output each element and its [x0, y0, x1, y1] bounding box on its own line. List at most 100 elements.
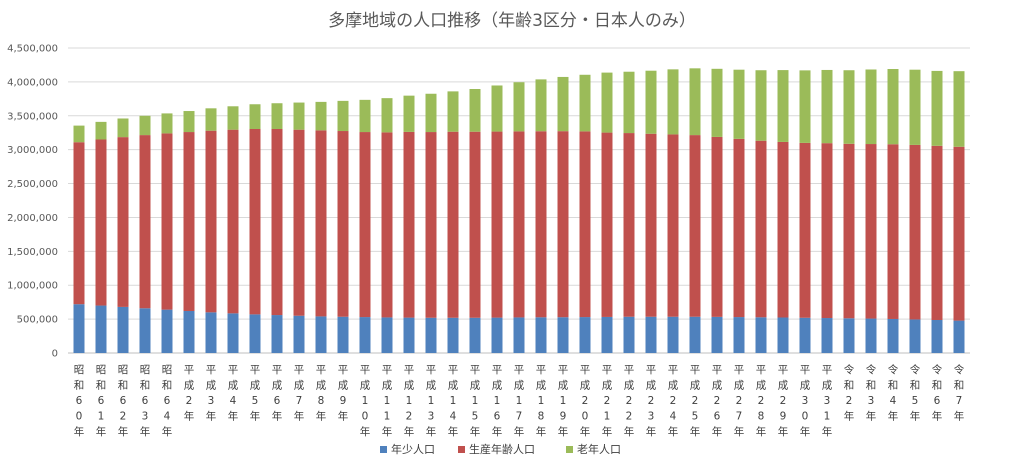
bar-segment [755, 140, 767, 318]
bar-segment [73, 125, 85, 143]
x-tick-label: 昭和 6 1 年 [96, 364, 107, 438]
bar-segment [227, 129, 239, 314]
bar-segment [95, 305, 107, 353]
bar-segment [139, 115, 151, 136]
bar-segment [73, 142, 85, 305]
bar-segment [645, 133, 657, 317]
x-tick-label: 平成 2 7 年 [734, 364, 745, 438]
x-tick-label: 令和 3 年 [866, 363, 877, 423]
bar-segment [403, 317, 415, 353]
bar-segment [711, 68, 723, 137]
bar-segment [887, 69, 899, 145]
x-tick-label: 平成 1 3 年 [426, 364, 437, 438]
legend-label: 老年人口 [577, 442, 621, 456]
x-tick-label: 昭和 6 3 年 [140, 364, 151, 438]
bar-segment [931, 70, 943, 146]
x-tick-label: 令和 7 年 [954, 363, 965, 423]
bar-segment [601, 132, 613, 317]
x-tick-label: 平成 2 1 年 [602, 364, 613, 438]
bar-segment [469, 131, 481, 318]
bar-segment [205, 312, 217, 353]
bar-segment [843, 318, 855, 353]
bar-segment [271, 128, 283, 316]
bar-segment [315, 316, 327, 353]
x-tick-label: 平成 2 9 年 [778, 364, 789, 438]
bar-segment [139, 308, 151, 353]
bar-segment [249, 128, 261, 315]
bar-segment [315, 101, 327, 131]
bar-segment [337, 316, 349, 353]
x-tick-label: 平成 3 1 年 [822, 364, 833, 438]
bar-segment [249, 104, 261, 129]
x-tick-label: 平成 2 3 年 [646, 364, 657, 438]
x-tick-label: 平成 1 5 年 [470, 364, 481, 438]
bar-segment [689, 68, 701, 136]
y-axis-ticks: 0 500,000 1,000,000 1,500,000 2,000,000 2,500… [7, 44, 58, 360]
chart-title: 多摩地域の人口推移（年齢3区分・日本人のみ） [328, 11, 696, 31]
bar-segment [491, 317, 503, 353]
bar-segment [227, 106, 239, 130]
bar-segment [513, 317, 525, 353]
x-tick-label: 平成 1 1 年 [382, 364, 393, 438]
legend-swatch [380, 446, 387, 453]
bar-segment [821, 69, 833, 144]
legend-label: 年少人口 [391, 442, 435, 456]
bar-segment [755, 317, 767, 353]
bar-segment [623, 71, 635, 134]
bar-segment [733, 138, 745, 318]
bar-segment [733, 317, 745, 353]
y-tick-label: 3,000,000 [7, 145, 58, 156]
bar-segment [667, 316, 679, 353]
bar-segment [73, 304, 85, 353]
bar-segment [909, 319, 921, 353]
bar-segment [425, 317, 437, 353]
bar-segment [95, 121, 107, 140]
x-tick-label: 平成 2 0 年 [580, 364, 591, 438]
y-tick-label: 4,000,000 [7, 77, 58, 88]
x-tick-label: 平成 1 8 年 [536, 364, 547, 438]
x-tick-label: 平成 6 年 [272, 364, 283, 423]
bar-segment [579, 131, 591, 318]
bar-segment [821, 318, 833, 353]
bar-segment [381, 317, 393, 353]
x-tick-label: 平成 1 7 年 [514, 364, 525, 438]
y-tick-label: 1,000,000 [7, 281, 58, 292]
bar-segment [645, 316, 657, 353]
bar-segment [161, 113, 173, 134]
bar-segment [359, 99, 371, 133]
x-tick-label: 平成 8 年 [316, 364, 327, 423]
y-tick-label: 3,500,000 [7, 111, 58, 122]
bar-segment [931, 319, 943, 353]
bar-segment [909, 69, 921, 145]
bar-segment [447, 317, 459, 353]
bar-segment [447, 91, 459, 132]
x-tick-label: 昭和 6 0 年 [74, 364, 85, 438]
bar-segment [403, 95, 415, 132]
bar-segment [161, 309, 173, 353]
bar-segment [535, 131, 547, 318]
bar-segment [469, 317, 481, 353]
bar-segment [887, 318, 899, 353]
x-axis-ticks: 昭和 6 0 年昭和 6 1 年昭和 6 2 年昭和 6 3 年昭和 6 4 年平成 2 年平成 3 年平成 4 年平成 5… [74, 363, 965, 438]
bar-segment [381, 98, 393, 133]
bar-segment [777, 141, 789, 318]
x-tick-label: 令和 5 年 [910, 363, 921, 423]
x-tick-label: 平成 3 年 [206, 364, 217, 423]
x-tick-label: 昭和 6 2 年 [118, 364, 129, 438]
legend: 年少人口 生産年齢人口 老年人口 [380, 442, 621, 456]
bar-segment [359, 132, 371, 318]
bar-segment [425, 93, 437, 133]
x-tick-label: 平成 2 5 年 [690, 364, 701, 438]
x-tick-label: 昭和 6 4 年 [162, 364, 173, 438]
bar-segment [777, 70, 789, 142]
x-tick-label: 平成 1 6 年 [492, 364, 503, 438]
bar-segment [799, 142, 811, 318]
bar-segment [293, 315, 305, 353]
bar-segment [381, 132, 393, 318]
bar-segment [491, 131, 503, 318]
x-tick-label: 平成 1 0 年 [360, 364, 371, 438]
x-tick-label: 平成 1 2 年 [404, 364, 415, 438]
y-tick-label: 2,000,000 [7, 213, 58, 224]
bar-segment [557, 317, 569, 353]
